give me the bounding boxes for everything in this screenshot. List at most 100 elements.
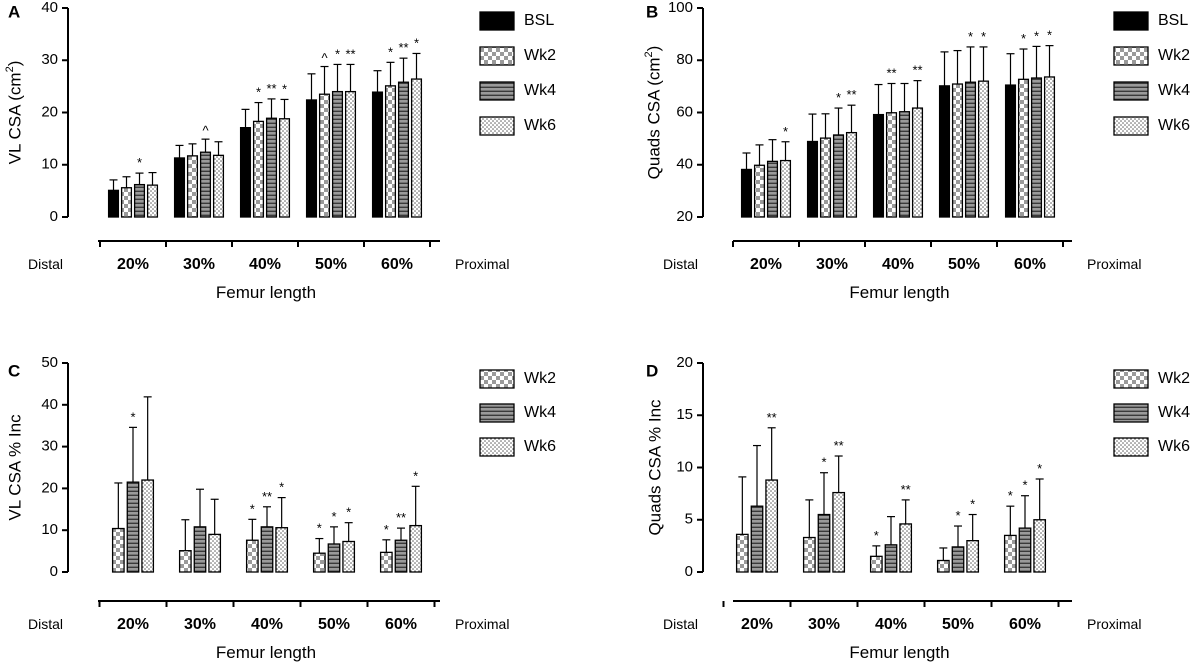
y-axis-label: VL CSA % Inc [5,414,24,521]
x-category-label: 50% [942,616,974,633]
bar-wk6 [765,479,779,573]
bar-wk4 [331,90,344,218]
significance-marker: * [970,497,975,512]
legend-label: Wk4 [524,82,556,99]
y-tick-label: 20 [676,208,693,225]
significance-marker: * [414,35,419,50]
y-tick-label: 15 [676,406,693,423]
panel-letter: D [646,361,658,380]
bar-wk6 [409,524,423,573]
x-category-label: 30% [808,616,840,633]
bar-wk4 [397,81,410,218]
bar-wk6 [275,527,289,573]
y-tick-label: 50 [41,354,58,371]
legend-swatch-wk4 [1113,81,1149,101]
significance-marker: * [317,521,322,536]
proximal-label: Proximal [455,616,509,632]
legend-swatch-wk6 [1113,116,1149,136]
bar-wk6 [410,78,423,218]
panel-letter: B [646,2,658,21]
significance-marker: ** [262,489,272,504]
legend-swatch-wk4 [479,81,515,101]
bar-wk6 [832,491,846,573]
bar-wk2 [1017,78,1030,218]
significance-marker: ** [834,438,844,453]
significance-marker: ** [396,510,406,525]
bar-wk6 [146,184,159,218]
x-category-label: 20% [117,616,149,633]
significance-marker: ** [886,66,896,81]
bar-wk2 [735,533,749,573]
significance-marker: ** [846,87,856,102]
x-category-label: 30% [816,256,848,273]
bar-wk4 [964,81,977,218]
bar-wk4 [260,526,274,573]
legend-swatch-wk6 [479,116,515,136]
panel-a: A 0 10 20 30 40 VL CSA (cm2) 20% 30% 40% 50% 60% Dis… [4,0,556,302]
bar-wk4 [327,543,341,573]
significance-marker: ^ [202,123,209,138]
bar-wk2 [111,527,125,573]
significance-marker: * [250,501,255,516]
significance-marker: * [836,90,841,105]
legend-swatch-wk4 [1113,403,1149,423]
y-tick-label: 10 [41,521,58,538]
bar-wk4 [951,546,965,573]
distal-label: Distal [663,616,698,632]
bar-wk6 [344,90,357,218]
x-category-label: 60% [385,616,417,633]
significance-marker: * [1037,461,1042,476]
y-tick-label: 100 [668,0,693,16]
significance-marker: * [968,29,973,44]
bar-wk2 [885,112,898,218]
significance-marker: * [346,505,351,520]
bar-wk4 [832,134,845,218]
bar-wk6 [141,479,155,573]
panel-letter: A [8,2,20,21]
x-category-label: 60% [381,256,413,273]
panel-d: D 0 5 10 15 20 Quads CSA % Inc 20% 30% 40% 50% 60% D… [645,354,1190,662]
y-tick-label: 10 [676,458,693,475]
significance-marker: * [137,155,142,170]
panel-c: C 0 10 20 30 40 50 VL CSA % Inc 20% 30% 40% 50% 60% D… [5,354,556,662]
significance-marker: ** [266,81,276,96]
legend-swatch-wk4 [479,403,515,423]
bar-wk2 [936,559,950,573]
bar-wk6 [278,118,291,218]
significance-marker: ** [345,46,355,61]
bar-wk2 [178,550,192,573]
bar-bsl [305,99,318,218]
bar-wk4 [265,117,278,218]
bar-wk6 [911,107,924,218]
legend-label: Wk2 [1158,370,1190,387]
y-axis-label: VL CSA (cm2) [4,61,25,165]
distal-label: Distal [28,256,63,272]
bar-wk2 [312,552,326,573]
legend-swatch-wk2 [479,369,515,389]
y-tick-label: 60 [676,103,693,120]
bar-wk6 [342,540,356,573]
significance-marker: * [1008,488,1013,503]
bar-bsl [107,189,120,218]
legend-label: Wk6 [524,438,556,455]
legend-label: Wk2 [524,370,556,387]
bar-wk6 [1043,76,1056,218]
bar-wk6 [208,533,222,573]
legend-label: Wk6 [524,117,556,134]
y-axis-label: Quads CSA % Inc [645,399,664,536]
bar-wk4 [193,526,207,573]
significance-marker: * [874,528,879,543]
x-category-label: 50% [948,256,980,273]
legend-swatch-wk6 [1113,437,1149,457]
bar-bsl [740,168,753,218]
significance-marker: * [256,85,261,100]
bar-bsl [371,91,384,218]
distal-label: Distal [663,256,698,272]
legend-label: Wk4 [1158,82,1190,99]
legend-swatch-bsl [1113,11,1149,31]
bar-wk2 [245,539,259,573]
significance-marker: * [279,480,284,495]
bar-wk2 [819,137,832,218]
legend-label: Wk2 [524,47,556,64]
